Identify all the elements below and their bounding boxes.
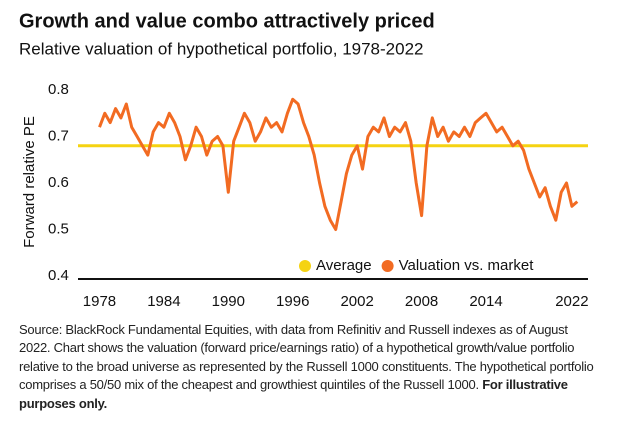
- y-tick-label: 0.5: [48, 220, 69, 237]
- x-tick-label: 2022: [555, 293, 588, 310]
- chart-subtitle: Relative valuation of hypothetical portf…: [19, 39, 424, 58]
- source-note: Source: BlackRock Fundamental Equities, …: [19, 321, 599, 413]
- legend-marker: [381, 260, 394, 272]
- y-tick-label: 0.6: [48, 174, 69, 191]
- legend-label: Average: [316, 257, 372, 274]
- y-tick-label: 0.4: [48, 267, 69, 284]
- legend-marker: [299, 260, 311, 272]
- series-line: [98, 97, 579, 231]
- y-axis-label: Forward relative PE: [21, 116, 38, 248]
- x-tick-label: 1978: [83, 293, 116, 310]
- y-tick-label: 0.8: [48, 81, 69, 98]
- source-bold: For illustrative purposes only.: [19, 377, 568, 411]
- x-tick-label: 2002: [340, 293, 373, 310]
- x-tick-label: 1984: [147, 293, 180, 310]
- chart: Growth and value combo attractively pric…: [19, 10, 589, 310]
- x-tick-label: 1990: [212, 293, 245, 310]
- x-tick-label: 2008: [405, 293, 438, 310]
- y-tick-label: 0.7: [48, 127, 69, 144]
- chart-title: Growth and value combo attractively pric…: [19, 10, 435, 32]
- legend-label: Valuation vs. market: [399, 257, 535, 274]
- x-tick-label: 1996: [276, 293, 309, 310]
- source-text: Source: BlackRock Fundamental Equities, …: [19, 322, 594, 393]
- x-tick-label: 2014: [469, 293, 502, 310]
